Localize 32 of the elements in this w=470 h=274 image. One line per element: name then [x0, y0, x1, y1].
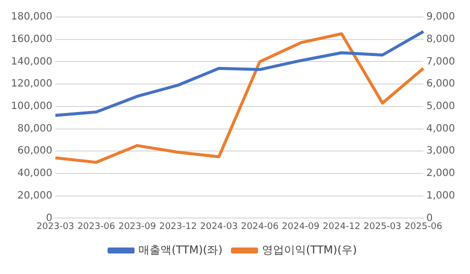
y2-tick-label: 0: [426, 212, 433, 224]
x-tick-label: 2023-03: [36, 222, 74, 232]
x-tick-label: 2025-03: [364, 222, 402, 232]
y-tick-label: 0: [46, 212, 52, 224]
y-tick-label: 120,000: [10, 78, 52, 90]
y-tick-label: 160,000: [10, 34, 52, 45]
y2-tick-label: 2,000: [426, 168, 456, 180]
y-tick-label: 20,000: [17, 190, 52, 202]
y2-tick-label: 8,000: [426, 34, 456, 45]
x-tick-label: 2025-06: [404, 222, 442, 232]
legend-label: 영업이익(TTM)(우): [262, 243, 357, 256]
y-tick-label: 60,000: [17, 146, 52, 157]
x-tick-label: 2024-09: [282, 222, 320, 232]
x-tick-label: 2024-06: [241, 222, 279, 232]
x-tick-label: 2023-12: [159, 222, 197, 232]
x-tick-label: 2024-03: [200, 222, 238, 232]
y-tick-label: 180,000: [10, 12, 52, 23]
y-tick-label: 40,000: [17, 168, 52, 180]
y2-tick-label: 6,000: [426, 78, 456, 90]
y-tick-label: 80,000: [17, 123, 52, 134]
y2-tick-label: 7,000: [426, 56, 456, 68]
x-tick-label: 2023-09: [118, 222, 156, 232]
y2-tick-label: 1,000: [426, 190, 456, 202]
legend-label: 매출액(TTM)(좌): [138, 243, 223, 256]
y2-tick-label: 3,000: [426, 146, 456, 157]
x-tick-label: 2023-06: [77, 222, 116, 232]
y2-tick-label: 5,000: [426, 101, 456, 112]
y2-tick-label: 4,000: [426, 123, 456, 134]
y-tick-label: 100,000: [10, 101, 52, 112]
y2-tick-label: 9,000: [426, 12, 456, 23]
x-tick-label: 2024-12: [322, 222, 360, 232]
y-tick-label: 140,000: [10, 56, 52, 68]
